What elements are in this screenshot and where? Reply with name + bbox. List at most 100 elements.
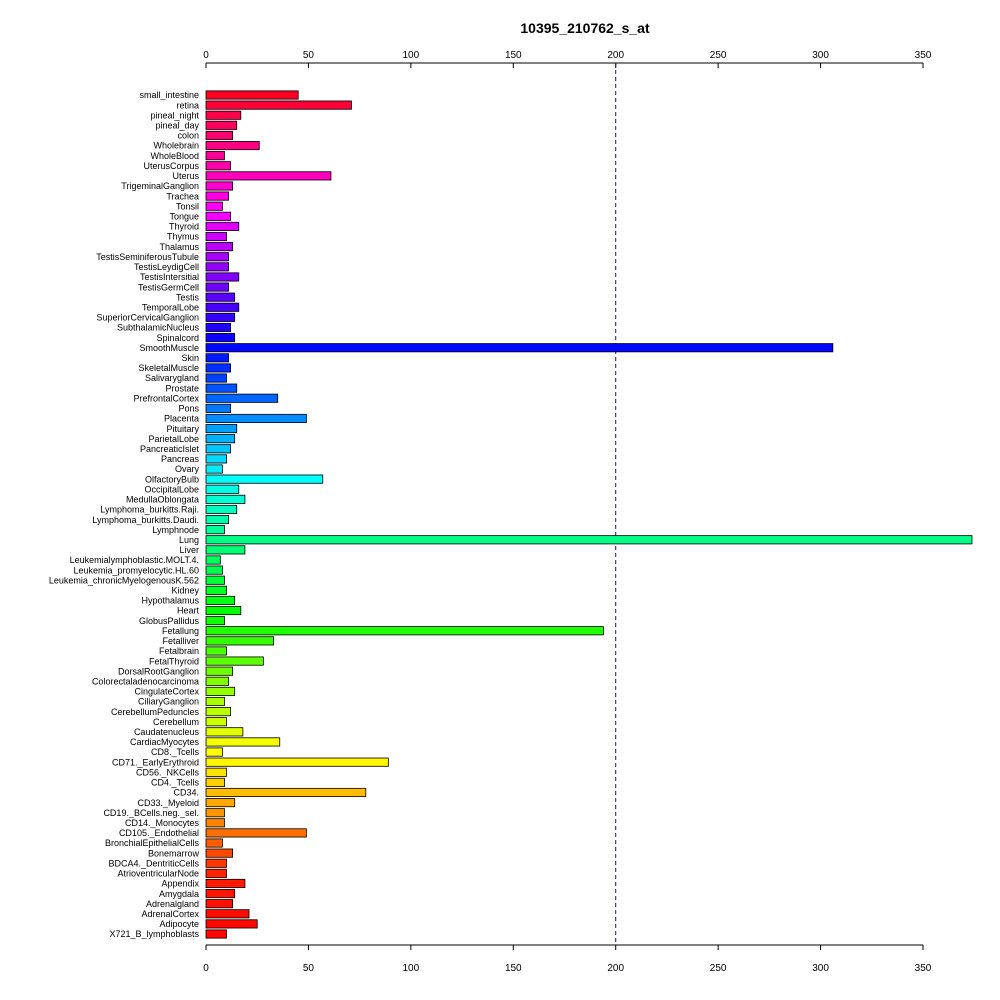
bar xyxy=(205,555,221,565)
bar xyxy=(205,605,242,616)
bottom-tick-label: 250 xyxy=(710,963,727,974)
bottom-tick-label: 200 xyxy=(607,963,624,974)
bar xyxy=(205,838,223,848)
bar xyxy=(205,292,236,302)
bar xyxy=(205,899,234,909)
category-label: ParietalLobe xyxy=(148,434,199,444)
bar xyxy=(205,848,234,858)
category-label: Lymphnode xyxy=(152,525,199,535)
bar xyxy=(205,333,236,343)
bar xyxy=(205,231,227,242)
category-label: TestisGermCell xyxy=(138,282,199,292)
category-label: Hypothalamus xyxy=(141,596,199,606)
bar xyxy=(205,777,225,787)
top-tick-label: 50 xyxy=(303,50,315,61)
bar xyxy=(205,858,227,868)
bar xyxy=(205,444,231,454)
category-label: TestisSeminiferousTubule xyxy=(96,252,199,262)
bar xyxy=(205,262,229,272)
category-label: Leukemia_promyelocytic.HL.60 xyxy=(73,565,199,575)
bar xyxy=(205,515,229,525)
bar xyxy=(205,504,238,514)
bar xyxy=(205,211,231,221)
category-label: pineal_night xyxy=(150,110,199,120)
bottom-tick-label: 150 xyxy=(505,963,522,974)
top-tick-label: 100 xyxy=(403,50,420,61)
bar xyxy=(205,302,240,312)
bar xyxy=(205,868,227,878)
category-label: Bonemarrow xyxy=(148,848,200,858)
category-label: Uterus xyxy=(172,171,199,181)
bar xyxy=(205,717,227,727)
top-tick-label: 0 xyxy=(203,50,209,61)
category-label: Thalamus xyxy=(159,242,199,252)
category-label: TemporalLobe xyxy=(142,302,199,312)
category-label: CardiacMyocytes xyxy=(130,737,200,747)
bar xyxy=(205,161,231,171)
bar xyxy=(205,120,238,130)
bar xyxy=(205,322,231,333)
bar xyxy=(205,828,307,838)
bar xyxy=(205,737,281,747)
bar xyxy=(205,242,234,252)
bar xyxy=(205,282,229,292)
category-label: SubthalamicNucleus xyxy=(117,323,200,333)
bar xyxy=(205,575,225,585)
category-label: Spinalcord xyxy=(156,333,199,343)
category-label: Wholebrain xyxy=(153,141,199,151)
bar xyxy=(205,403,231,413)
bar xyxy=(205,616,225,626)
category-label: Appendix xyxy=(161,879,199,889)
category-label: BronchialEpithelialCells xyxy=(105,838,200,848)
category-label: MedullaOblongata xyxy=(126,495,199,505)
bar xyxy=(205,413,307,424)
category-label: CD14._Monocytes xyxy=(125,818,200,828)
category-label: Trachea xyxy=(166,191,199,201)
category-label: FetalThyroid xyxy=(149,656,199,666)
category-label: Amygdala xyxy=(159,889,199,899)
bar xyxy=(205,889,236,899)
category-label: colon xyxy=(177,131,199,141)
bar xyxy=(205,343,834,353)
category-label: retina xyxy=(176,100,199,110)
category-label: Liver xyxy=(179,545,199,555)
bar xyxy=(205,676,229,686)
category-label: AtrioventricularNode xyxy=(117,869,199,879)
top-tick-label: 200 xyxy=(607,50,624,61)
bar xyxy=(205,494,246,504)
bar xyxy=(205,140,260,151)
bar xyxy=(205,636,275,646)
category-label: Kidney xyxy=(171,586,199,596)
category-label: Heart xyxy=(177,606,200,616)
category-label: Fetalbrain xyxy=(159,646,199,656)
bar xyxy=(205,525,225,535)
category-label: TestisIntersitial xyxy=(140,272,199,282)
bar xyxy=(205,373,227,383)
category-label: Lymphoma_burkitts.Raji. xyxy=(100,505,199,515)
bar xyxy=(205,585,227,595)
bar xyxy=(205,171,332,181)
bar xyxy=(205,787,367,798)
bar xyxy=(205,666,234,676)
bar xyxy=(205,707,231,717)
bar xyxy=(205,686,236,696)
category-label: CD4._Tcells xyxy=(151,778,200,788)
bar xyxy=(205,424,238,434)
category-label: CerebellumPeduncles xyxy=(111,707,200,717)
category-label: Thyroid xyxy=(169,222,199,232)
category-label: CD19._BCells.neg._sel. xyxy=(103,808,199,818)
bottom-tick-label: 50 xyxy=(303,963,315,974)
bar xyxy=(205,191,229,201)
category-label: BDCA4._DentriticCells xyxy=(108,858,199,868)
category-label: X721_B_lymphoblasts xyxy=(109,929,199,939)
category-label: Cerebellum xyxy=(153,717,199,727)
category-label: Thymus xyxy=(167,232,200,242)
category-label: Salivarygland xyxy=(145,373,199,383)
category-label: small_intestine xyxy=(139,90,199,100)
bar xyxy=(205,878,246,889)
category-label: CD56._NKCells xyxy=(136,767,200,777)
category-label: AdrenalCortex xyxy=(141,909,199,919)
category-label: Pituitary xyxy=(166,424,199,434)
category-label: CD8._Tcells xyxy=(151,747,200,757)
category-label: CiliaryGanglion xyxy=(138,697,199,707)
